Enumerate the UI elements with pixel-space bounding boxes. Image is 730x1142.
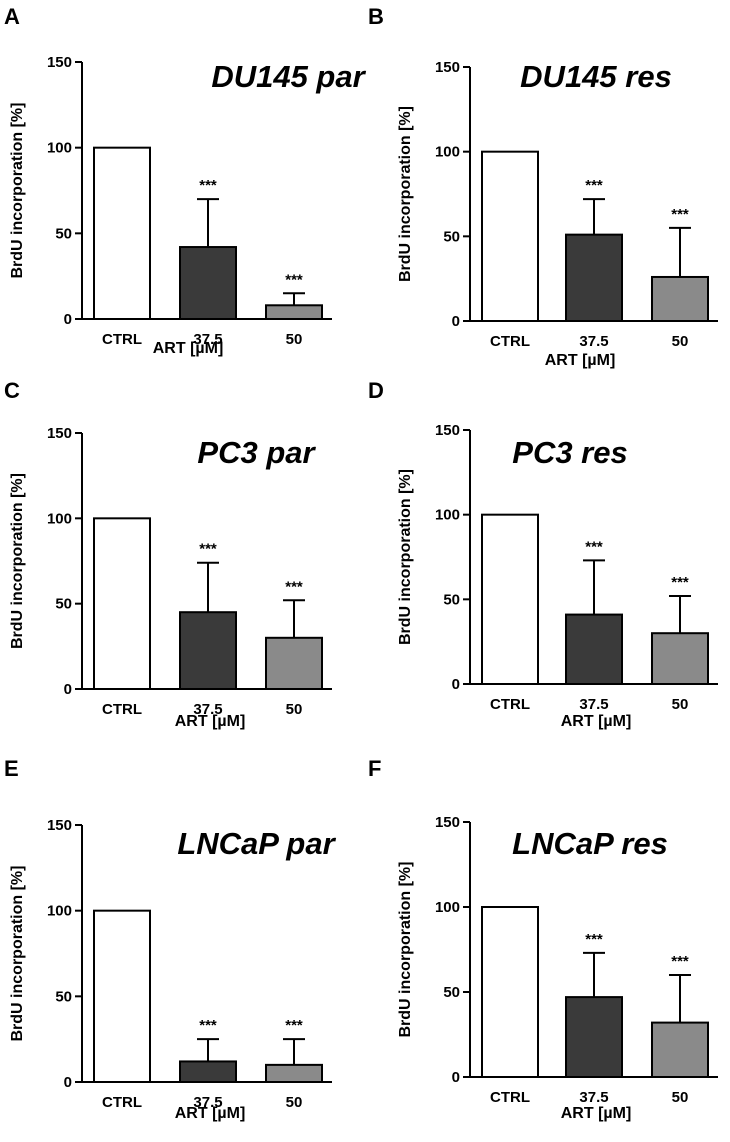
- x-tick-label-e: CTRL: [102, 1094, 142, 1111]
- y-tick-label-e: 100: [47, 903, 72, 920]
- y-axis-label-b: BrdU incorporation [%]: [397, 106, 414, 282]
- y-tick-label-a: 0: [64, 311, 72, 328]
- chart-title-f: LNCaP res: [512, 826, 668, 861]
- x-axis-label-b: ART [µM]: [545, 352, 616, 369]
- bar-e-3: [265, 1063, 323, 1084]
- bar-a-3: [265, 304, 323, 321]
- y-tick-label-d: 100: [435, 507, 460, 524]
- y-tick-label-e: 0: [64, 1074, 72, 1091]
- chart-title-a: DU145 par: [211, 59, 366, 94]
- y-axis-label-a: BrdU incorporation [%]: [9, 103, 26, 279]
- y-tick-label-c: 50: [55, 596, 72, 613]
- x-tick-label-d: CTRL: [490, 696, 530, 713]
- bar-f-1: [481, 906, 539, 1078]
- bar-d-2: [565, 613, 623, 685]
- y-axis-label-f: BrdU incorporation [%]: [397, 862, 414, 1038]
- significance-label-e: ***: [199, 1017, 217, 1034]
- bar-d-3: [651, 632, 709, 686]
- x-axis-label-a: ART [µM]: [153, 340, 224, 357]
- significance-label-a: ***: [285, 271, 303, 288]
- x-tick-label-d: 50: [672, 696, 689, 713]
- x-tick-label-f: 50: [672, 1089, 689, 1106]
- chart-title-d: PC3 res: [512, 435, 627, 470]
- chart-title-b: DU145 res: [520, 59, 672, 94]
- significance-label-b: ***: [585, 177, 603, 194]
- panel-letter-b: B: [368, 4, 384, 29]
- bar-d-1: [481, 513, 539, 686]
- y-tick-label-b: 0: [452, 313, 460, 330]
- y-tick-label-b: 100: [435, 144, 460, 161]
- y-tick-label-e: 150: [47, 817, 72, 834]
- significance-label-c: ***: [199, 541, 217, 558]
- bar-c-3: [265, 636, 323, 690]
- y-tick-label-d: 0: [452, 676, 460, 693]
- x-tick-label-f: 37.5: [579, 1089, 608, 1106]
- panel-letter-d: D: [368, 378, 384, 403]
- y-tick-label-f: 50: [443, 984, 460, 1001]
- y-tick-label-c: 100: [47, 510, 72, 527]
- y-tick-label-f: 150: [435, 814, 460, 831]
- y-tick-label-a: 150: [47, 54, 72, 71]
- x-tick-label-a: 50: [286, 331, 303, 348]
- bar-b-2: [565, 233, 623, 322]
- x-axis-label-d: ART [µM]: [561, 713, 632, 730]
- significance-label-f: ***: [585, 931, 603, 948]
- y-axis-label-c: BrdU incorporation [%]: [9, 473, 26, 649]
- x-axis-label-e: ART [µM]: [175, 1105, 246, 1122]
- bar-e-2: [179, 1060, 237, 1083]
- y-tick-label-c: 150: [47, 425, 72, 442]
- panel-letter-e: E: [4, 756, 19, 781]
- x-axis-label-c: ART [µM]: [175, 713, 246, 730]
- y-tick-label-a: 100: [47, 140, 72, 157]
- x-tick-label-b: 50: [672, 333, 689, 350]
- y-tick-label-d: 150: [435, 422, 460, 439]
- x-axis-label-f: ART [µM]: [561, 1105, 632, 1122]
- x-tick-label-b: CTRL: [490, 333, 530, 350]
- panel-letter-c: C: [4, 378, 20, 403]
- significance-label-a: ***: [199, 177, 217, 194]
- y-tick-label-c: 0: [64, 681, 72, 698]
- significance-label-d: ***: [585, 538, 603, 555]
- bar-f-2: [565, 996, 623, 1078]
- y-axis-label-e: BrdU incorporation [%]: [9, 866, 26, 1042]
- panel-letter-a: A: [4, 4, 20, 29]
- y-tick-label-e: 50: [55, 988, 72, 1005]
- bar-c-1: [93, 517, 151, 690]
- x-tick-label-c: 50: [286, 701, 303, 718]
- x-tick-label-f: CTRL: [490, 1089, 530, 1106]
- x-tick-label-a: CTRL: [102, 331, 142, 348]
- y-tick-label-d: 50: [443, 591, 460, 608]
- y-axis-label-d: BrdU incorporation [%]: [397, 469, 414, 645]
- significance-label-e: ***: [285, 1017, 303, 1034]
- x-tick-label-b: 37.5: [579, 333, 608, 350]
- significance-label-d: ***: [671, 574, 689, 591]
- panel-letter-f: F: [368, 756, 381, 781]
- bar-e-1: [93, 909, 151, 1084]
- bar-b-1: [481, 150, 539, 322]
- x-tick-label-c: 37.5: [193, 701, 222, 718]
- y-tick-label-a: 50: [55, 225, 72, 242]
- x-tick-label-a: 37.5: [193, 331, 222, 348]
- bar-c-2: [179, 611, 237, 691]
- chart-title-c: PC3 par: [197, 435, 316, 470]
- y-tick-label-b: 150: [435, 59, 460, 76]
- x-tick-label-d: 37.5: [579, 696, 608, 713]
- bar-f-3: [651, 1021, 709, 1078]
- x-tick-label-e: 37.5: [193, 1094, 222, 1111]
- x-tick-label-c: CTRL: [102, 701, 142, 718]
- y-tick-label-f: 0: [452, 1069, 460, 1086]
- bar-b-3: [651, 275, 709, 322]
- y-tick-label-b: 50: [443, 228, 460, 245]
- significance-label-b: ***: [671, 206, 689, 223]
- chart-title-e: LNCaP par: [177, 826, 336, 861]
- bar-a-1: [93, 146, 151, 320]
- bar-a-2: [179, 246, 237, 320]
- significance-label-f: ***: [671, 953, 689, 970]
- significance-label-c: ***: [285, 578, 303, 595]
- y-tick-label-f: 100: [435, 899, 460, 916]
- x-tick-label-e: 50: [286, 1094, 303, 1111]
